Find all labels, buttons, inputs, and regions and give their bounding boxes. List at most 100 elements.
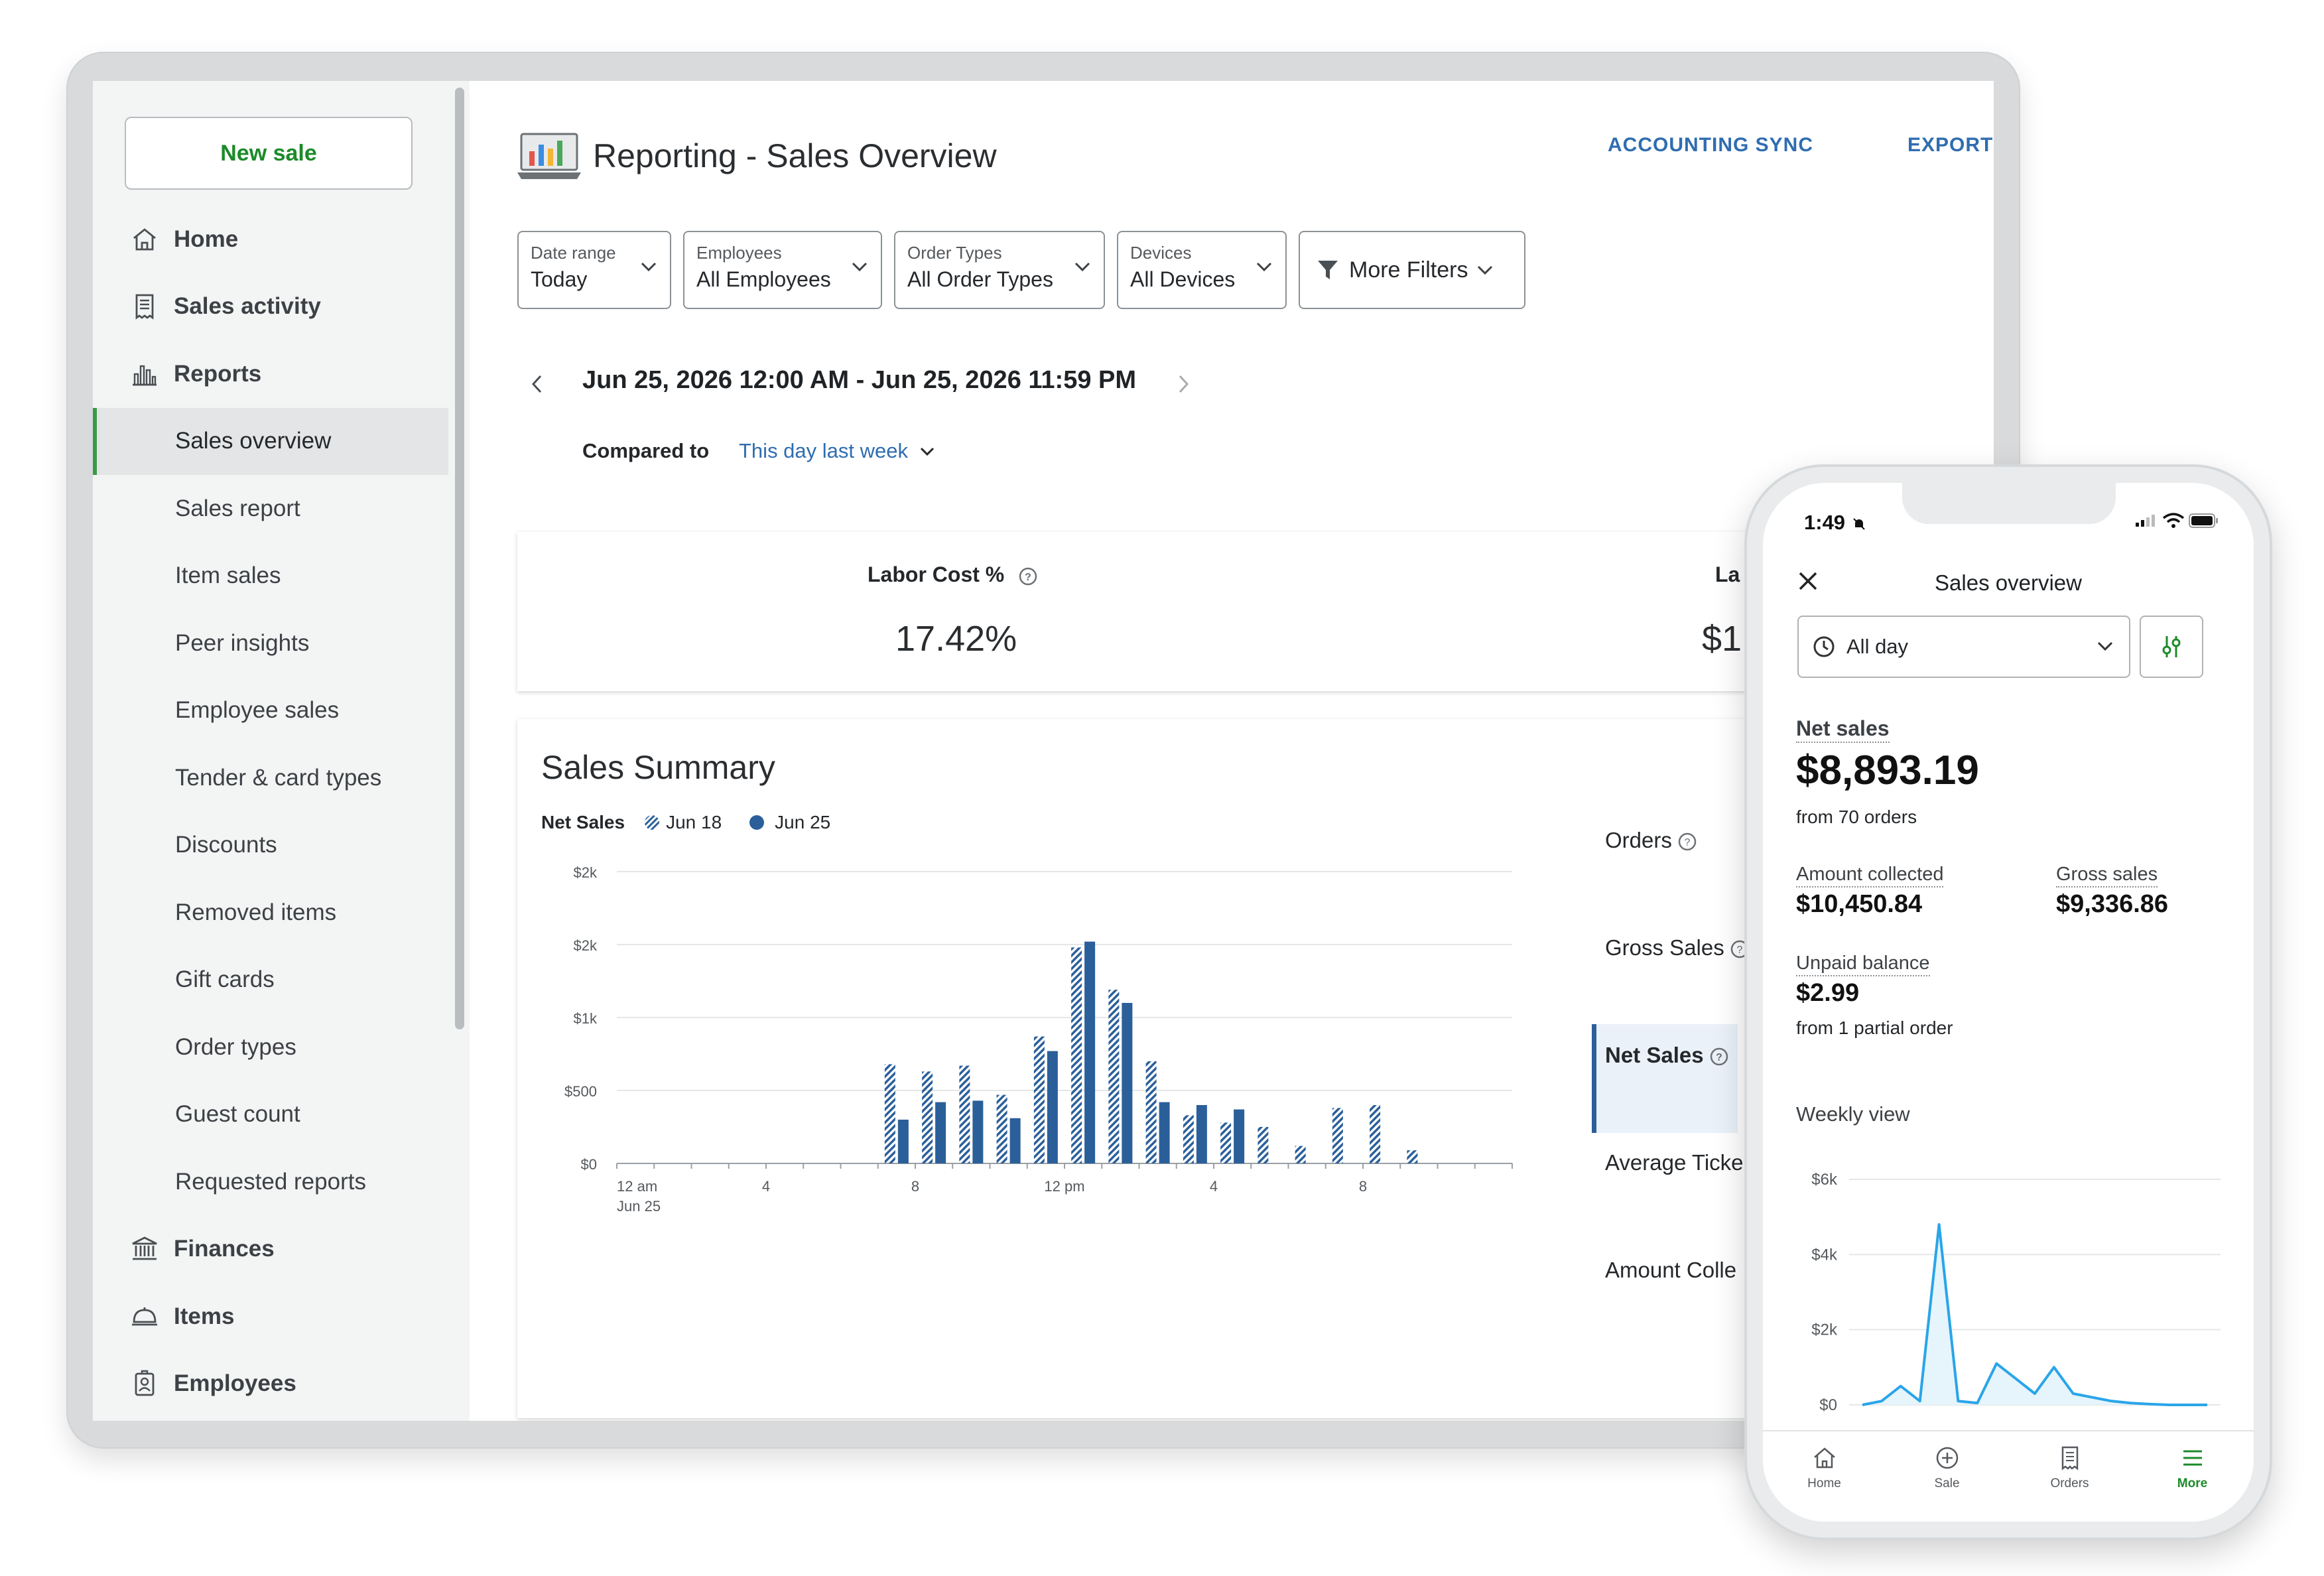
period-select[interactable]: All day: [1797, 616, 2130, 678]
sidebar-item-employee-sales[interactable]: Employee sales: [93, 677, 448, 745]
scrollbar-thumb[interactable]: [455, 88, 464, 1029]
bar-jun-18[interactable]: [1108, 990, 1119, 1163]
bar-jun-18[interactable]: [959, 1066, 970, 1163]
bar-jun-18[interactable]: [1370, 1105, 1380, 1163]
sidebar-item-removed-items[interactable]: Removed items: [93, 879, 448, 947]
bar-jun-18[interactable]: [1258, 1127, 1268, 1163]
order-types-filter[interactable]: Order Types All Order Types: [894, 231, 1105, 309]
bar-jun-18[interactable]: [1220, 1122, 1231, 1163]
bar-jun-25[interactable]: [1196, 1105, 1207, 1163]
bar-jun-25[interactable]: [1047, 1051, 1058, 1163]
status-time-text: 1:49: [1804, 511, 1845, 534]
sidebar-item-items[interactable]: Items: [93, 1283, 448, 1350]
bar-jun-25[interactable]: [1084, 942, 1095, 1163]
net-sales-label: Net sales: [1796, 716, 1890, 741]
bar-jun-18[interactable]: [1183, 1115, 1194, 1163]
bar-jun-25[interactable]: [972, 1100, 983, 1163]
filter-value: All Employees: [696, 267, 869, 292]
date-range-filter[interactable]: Date range Today: [517, 231, 671, 309]
clock-icon: [1812, 635, 1836, 659]
bar-jun-25[interactable]: [898, 1120, 909, 1163]
tab-sale[interactable]: Sale: [1886, 1431, 2008, 1522]
bar-jun-18[interactable]: [1071, 947, 1082, 1163]
sidebar-item-guest-count[interactable]: Guest count: [93, 1081, 448, 1149]
reporting-icon: [517, 131, 584, 182]
sidebar-item-item-sales[interactable]: Item sales: [93, 543, 448, 610]
bar-jun-25[interactable]: [1122, 1003, 1132, 1163]
help-icon[interactable]: ?: [1677, 832, 1697, 852]
help-icon[interactable]: ?: [1018, 566, 1038, 586]
filter-value: All Order Types: [907, 267, 1092, 292]
bar-jun-25[interactable]: [1234, 1110, 1244, 1163]
labor-cost-label: Labor Cost % ?: [868, 562, 1038, 587]
help-icon[interactable]: ?: [1709, 1047, 1729, 1067]
sidebar-item-employees[interactable]: Employees: [93, 1350, 448, 1418]
series-line: [1862, 1224, 2207, 1405]
sidebar-item-requested-reports[interactable]: Requested reports: [93, 1148, 448, 1216]
metric-orders[interactable]: Orders?: [1605, 828, 1697, 853]
tab-more[interactable]: More: [2131, 1431, 2254, 1522]
sidebar-item-reports[interactable]: Reports: [93, 340, 448, 408]
x-tick-label: 4: [1210, 1178, 1218, 1195]
compared-to-dropdown[interactable]: This day last week: [739, 439, 935, 463]
bar-jun-18[interactable]: [1034, 1037, 1045, 1163]
bar-jun-25[interactable]: [1159, 1102, 1170, 1163]
sidebar-item-sales-activity[interactable]: Sales activity: [93, 273, 448, 341]
home-icon: [130, 225, 159, 254]
new-sale-button[interactable]: New sale: [125, 117, 413, 190]
export-link[interactable]: EXPORT: [1907, 134, 1993, 157]
sidebar-item-tender-card-types[interactable]: Tender & card types: [93, 744, 448, 812]
sidebar-item-finances[interactable]: Finances: [93, 1216, 448, 1283]
sidebar-item-discounts[interactable]: Discounts: [93, 812, 448, 880]
bar-jun-25[interactable]: [1010, 1118, 1021, 1163]
page-title: Reporting - Sales Overview: [593, 137, 997, 175]
labor-cost-label-text: Labor Cost %: [868, 562, 1004, 586]
bar-jun-25[interactable]: [935, 1102, 946, 1163]
sidebar-item-sales-overview[interactable]: Sales overview: [93, 408, 448, 476]
metric-net-sales[interactable]: Net Sales?: [1605, 1043, 1729, 1068]
bar-jun-18[interactable]: [1332, 1108, 1343, 1163]
more-filters-label: More Filters: [1349, 257, 1468, 283]
gross-sales-label: Gross sales: [2056, 864, 2158, 886]
sidebar-item-label: Peer insights: [175, 630, 309, 657]
filter-settings-button[interactable]: [2140, 616, 2203, 678]
y-tick-label: $0: [1819, 1396, 1837, 1414]
sliders-icon: [2158, 633, 2185, 660]
phone-title: Sales overview: [1763, 570, 2254, 596]
chart-legend: Net Sales Jun 18 Jun 25: [541, 812, 830, 833]
sidebar-item-sales-report[interactable]: Sales report: [93, 475, 448, 543]
metric-label: Amount Colle: [1605, 1258, 1736, 1282]
metric-gross-sales[interactable]: Gross Sales?: [1605, 935, 1750, 960]
sidebar-item-gift-cards[interactable]: Gift cards: [93, 947, 448, 1014]
y-tick-label: $6k: [1811, 1171, 1838, 1189]
previous-day-arrow-icon[interactable]: [531, 374, 544, 394]
more-filters-button[interactable]: More Filters: [1299, 231, 1525, 309]
metric-label: Gross Sales: [1605, 935, 1724, 960]
area-fill: [1862, 1224, 2207, 1405]
unpaid-balance-value: $2.99: [1796, 979, 1859, 1008]
next-day-arrow-icon[interactable]: [1177, 374, 1190, 394]
employees-filter[interactable]: Employees All Employees: [683, 231, 882, 309]
filter-value: All Devices: [1130, 267, 1273, 292]
metric-average-ticke[interactable]: Average Ticke: [1605, 1150, 1744, 1175]
date-range-display: Jun 25, 2026 12:00 AM - Jun 25, 2026 11:…: [582, 366, 1136, 395]
bar-jun-18[interactable]: [997, 1095, 1007, 1163]
accounting-sync-link[interactable]: ACCOUNTING SYNC: [1608, 134, 1813, 157]
sidebar-item-home[interactable]: Home: [93, 206, 448, 273]
bar-jun-18[interactable]: [1407, 1150, 1417, 1163]
sidebar-item-peer-insights[interactable]: Peer insights: [93, 610, 448, 677]
sidebar-scrollbar[interactable]: [448, 81, 470, 1421]
menu-icon: [2179, 1445, 2206, 1471]
plus-circle-icon: [1934, 1445, 1961, 1471]
sidebar-item-order-types[interactable]: Order types: [93, 1014, 448, 1081]
labor-second-value: $1: [1702, 618, 1742, 659]
svg-text:?: ?: [1736, 945, 1742, 956]
devices-filter[interactable]: Devices All Devices: [1117, 231, 1287, 309]
bar-jun-18[interactable]: [922, 1071, 933, 1163]
bar-jun-18[interactable]: [885, 1064, 895, 1163]
bar-jun-18[interactable]: [1146, 1061, 1157, 1163]
tab-home[interactable]: Home: [1763, 1431, 1886, 1522]
metric-amount-colle[interactable]: Amount Colle: [1605, 1258, 1736, 1283]
tab-orders[interactable]: Orders: [2008, 1431, 2131, 1522]
bar-jun-18[interactable]: [1295, 1146, 1306, 1163]
